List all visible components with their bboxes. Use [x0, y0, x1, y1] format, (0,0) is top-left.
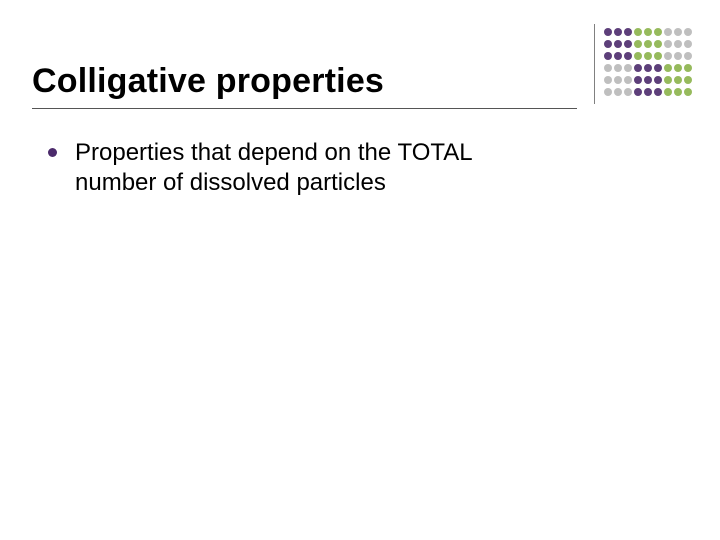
decoration-dot [664, 52, 672, 60]
decoration-dot [684, 64, 692, 72]
decoration-dot [614, 52, 622, 60]
decoration-dot [604, 40, 612, 48]
decoration-dot [664, 28, 672, 36]
decoration-dot [664, 40, 672, 48]
decoration-dot [644, 88, 652, 96]
decoration-dot [604, 88, 612, 96]
decoration-dot [634, 88, 642, 96]
decoration-dot [644, 64, 652, 72]
decoration-dot [654, 52, 662, 60]
decoration-dot [674, 40, 682, 48]
decoration-dot [674, 76, 682, 84]
decoration-dot [624, 64, 632, 72]
decoration-dot [614, 88, 622, 96]
decoration-dot [604, 52, 612, 60]
decoration-dot [604, 64, 612, 72]
decoration-dot [654, 40, 662, 48]
decoration-dot [654, 28, 662, 36]
decoration-dot [644, 28, 652, 36]
decoration-dot [624, 52, 632, 60]
decoration-dot [664, 88, 672, 96]
decoration-dot [634, 28, 642, 36]
bullet-item: Properties that depend on the TOTAL numb… [48, 138, 518, 198]
bullet-dot-icon [48, 148, 57, 157]
decoration-dot [644, 52, 652, 60]
decoration-dot [614, 64, 622, 72]
decoration-dot [684, 52, 692, 60]
decoration-dot [634, 76, 642, 84]
decoration-dot [664, 64, 672, 72]
title-underline [32, 108, 577, 109]
decoration-dot [604, 28, 612, 36]
decoration-dot [654, 88, 662, 96]
decoration-dot [664, 76, 672, 84]
slide-title: Colligative properties [32, 62, 384, 101]
decoration-dot [684, 40, 692, 48]
decoration-dot [644, 76, 652, 84]
decoration-dot [634, 40, 642, 48]
decoration-divider [594, 24, 595, 104]
decoration-dot [614, 28, 622, 36]
decoration-dot [634, 64, 642, 72]
decoration-dot [654, 76, 662, 84]
decoration-dot [624, 40, 632, 48]
decoration-dot [614, 40, 622, 48]
decoration-dot [624, 28, 632, 36]
decoration-dot [614, 76, 622, 84]
decoration-dot [684, 88, 692, 96]
decoration-dot [674, 28, 682, 36]
decoration-dot-grid [604, 28, 694, 100]
decoration-dot [684, 76, 692, 84]
decoration-dot [624, 76, 632, 84]
decoration-dot [604, 76, 612, 84]
corner-decoration [594, 24, 702, 104]
bullet-text: Properties that depend on the TOTAL numb… [75, 138, 518, 198]
decoration-dot [674, 64, 682, 72]
slide: Colligative properties Properties that d… [0, 0, 720, 540]
decoration-dot [644, 40, 652, 48]
decoration-dot [654, 64, 662, 72]
decoration-dot [674, 88, 682, 96]
decoration-dot [684, 28, 692, 36]
decoration-dot [624, 88, 632, 96]
decoration-dot [634, 52, 642, 60]
decoration-dot [674, 52, 682, 60]
slide-body: Properties that depend on the TOTAL numb… [48, 138, 518, 198]
